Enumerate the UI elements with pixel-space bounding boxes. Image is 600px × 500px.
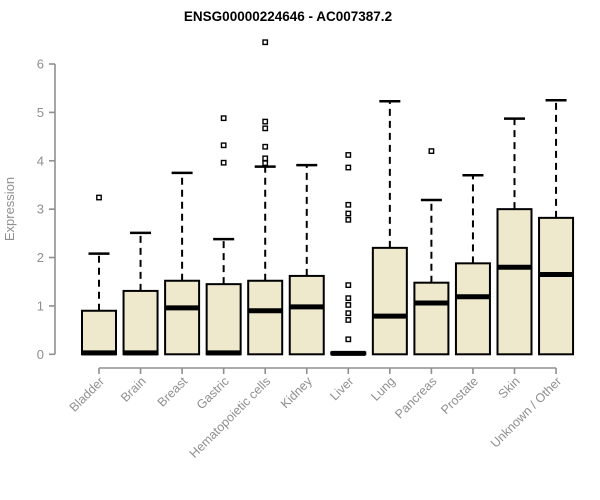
y-axis: 0 1 2 3 4 5 6 bbox=[37, 57, 56, 362]
y-tick-label: 4 bbox=[37, 153, 44, 168]
x-tick-label-kidney: Kidney bbox=[278, 374, 315, 411]
box-group-pancreas bbox=[413, 148, 450, 356]
outlier-point bbox=[345, 336, 352, 343]
box-group-liver bbox=[330, 152, 367, 356]
outlier-point bbox=[428, 148, 435, 154]
outlier-point bbox=[220, 159, 227, 166]
iqr-box bbox=[454, 262, 491, 356]
box-group-skin bbox=[496, 117, 533, 356]
outlier-point bbox=[96, 194, 102, 201]
outlier-point bbox=[345, 302, 352, 308]
outlier-point bbox=[345, 152, 352, 158]
x-tick-label-prostate: Prostate bbox=[438, 374, 481, 417]
y-tick-label: 3 bbox=[37, 202, 44, 217]
chart-title: ENSG00000224646 - AC007387.2 bbox=[184, 9, 392, 24]
outlier-point bbox=[262, 155, 269, 162]
outlier-point bbox=[262, 118, 269, 125]
outlier-point bbox=[345, 201, 352, 208]
iqr-box bbox=[288, 274, 325, 356]
y-tick-label: 6 bbox=[37, 57, 44, 72]
x-tick-label-pancreas: Pancreas bbox=[392, 374, 439, 421]
iqr-box bbox=[205, 283, 242, 356]
outlier-point bbox=[345, 310, 352, 317]
iqr-box bbox=[538, 216, 575, 356]
x-tick-label-skin: Skin bbox=[496, 374, 523, 401]
x-tick-label-bladder: Bladder bbox=[67, 374, 107, 414]
outlier-point bbox=[345, 282, 352, 289]
iqr-box bbox=[122, 289, 159, 356]
x-tick-label-unknown-other: Unknown / Other bbox=[488, 374, 564, 450]
boxes-layer bbox=[81, 39, 575, 356]
outlier-point bbox=[345, 210, 352, 217]
outlier-point bbox=[262, 39, 269, 46]
y-tick-label: 0 bbox=[37, 347, 44, 362]
outlier-point bbox=[262, 143, 269, 150]
outlier-point bbox=[262, 125, 269, 132]
outlier-point bbox=[345, 295, 352, 302]
box-group-kidney bbox=[288, 163, 325, 356]
iqr-box bbox=[247, 279, 284, 356]
y-tick-label: 1 bbox=[37, 298, 44, 313]
outlier-point bbox=[345, 216, 352, 223]
box-group-prostate bbox=[454, 174, 491, 356]
box-group-gastric bbox=[205, 115, 242, 356]
iqr-box bbox=[496, 208, 533, 356]
box-group-bladder bbox=[81, 194, 117, 356]
box-group-brain bbox=[122, 231, 159, 356]
x-tick-label-brain: Brain bbox=[118, 374, 149, 405]
iqr-box bbox=[81, 309, 117, 356]
x-tick-label-lung: Lung bbox=[368, 374, 398, 404]
box-group-breast bbox=[164, 171, 201, 356]
outlier-point bbox=[220, 115, 227, 122]
y-axis-label: Expression bbox=[2, 177, 17, 241]
y-tick-label: 5 bbox=[37, 105, 44, 120]
x-tick-label-breast: Breast bbox=[155, 374, 191, 410]
iqr-box bbox=[164, 279, 201, 356]
outlier-point bbox=[262, 160, 269, 167]
outlier-point bbox=[345, 164, 352, 171]
box-group-hematopoietic-cells bbox=[247, 39, 284, 356]
iqr-box bbox=[413, 281, 450, 356]
outlier-point bbox=[345, 317, 352, 323]
x-tick-label-gastric: Gastric bbox=[194, 374, 232, 412]
iqr-box bbox=[371, 246, 408, 356]
y-tick-label: 2 bbox=[37, 250, 44, 265]
x-tick-label-hematopoietic-cells: Hematopoietic cells bbox=[187, 374, 274, 461]
box-group-lung bbox=[371, 100, 408, 356]
x-tick-label-liver: Liver bbox=[327, 374, 356, 403]
box-group-unknown-other bbox=[538, 99, 575, 356]
outlier-point bbox=[220, 142, 227, 149]
